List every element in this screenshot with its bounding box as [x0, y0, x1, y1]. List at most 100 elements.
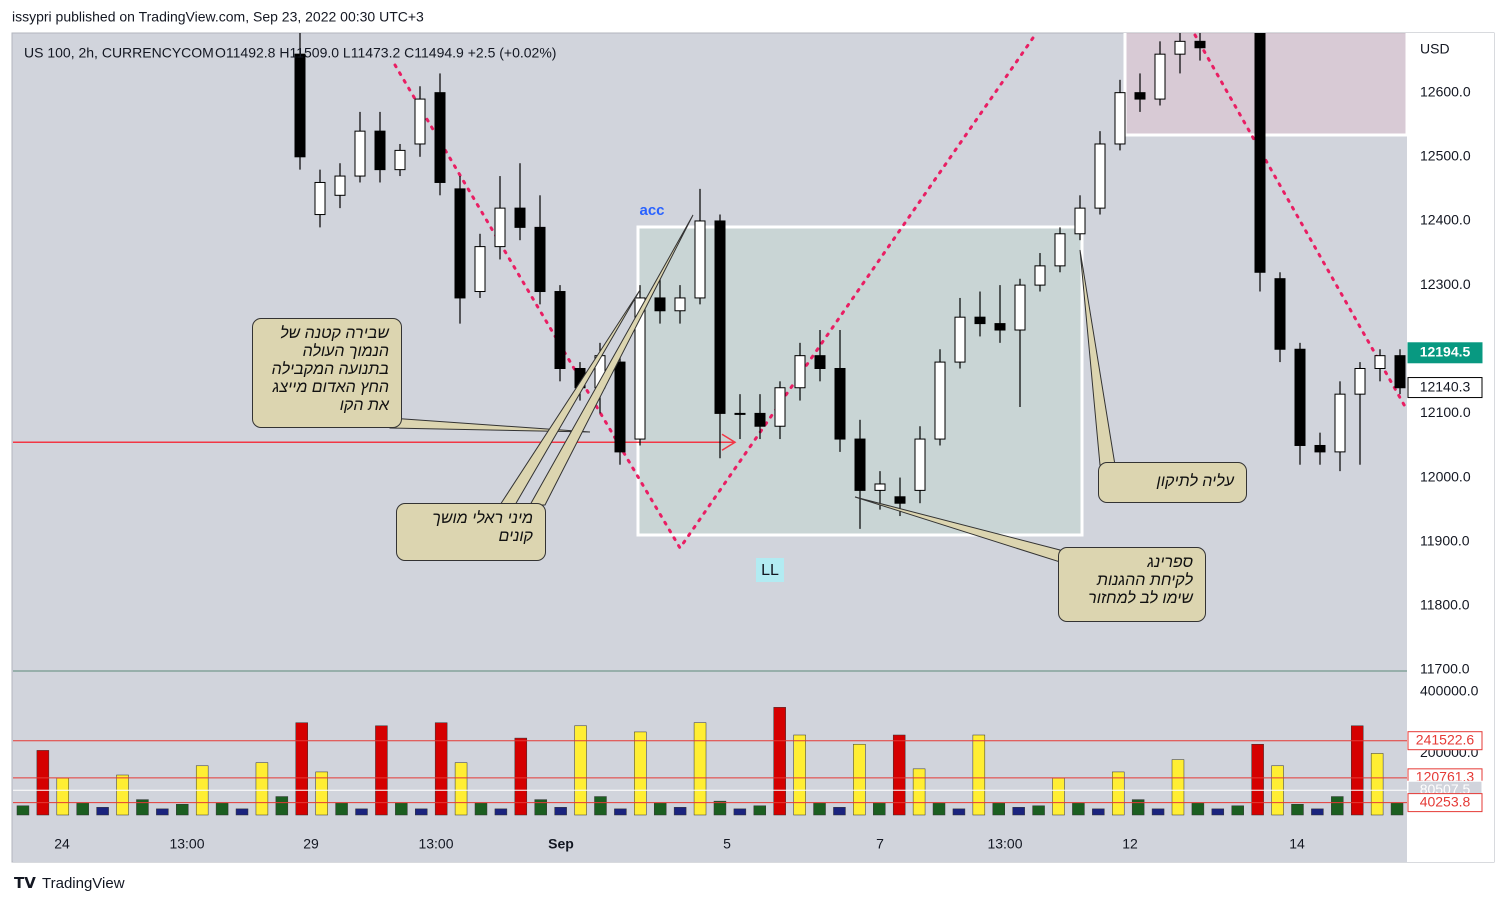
candle-body: [1054, 233, 1066, 267]
y-tick-label: 11900.0: [1420, 532, 1470, 548]
band-label: 120761.3: [1416, 769, 1475, 785]
callout-line: בתנועה המקבילה: [271, 361, 389, 378]
volume-bar: [494, 808, 508, 816]
candle-body: [1034, 265, 1046, 286]
candle-body: [1174, 40, 1186, 55]
volume-bar: [235, 808, 249, 816]
volume-bar: [136, 799, 149, 816]
time-axis: [13, 830, 1407, 862]
candle-body: [394, 149, 406, 171]
candle-body: [1114, 92, 1126, 145]
volume-bar: [1211, 808, 1225, 816]
volume-bar: [1072, 802, 1085, 816]
volume-bar: [275, 796, 289, 816]
volume-bar: [753, 805, 767, 816]
ll-label: LL: [761, 562, 779, 579]
candle-body: [714, 220, 726, 414]
volume-bar: [315, 771, 328, 816]
currency: USD: [1420, 41, 1450, 57]
candle-body: [454, 188, 466, 299]
callout-line: את הקו: [339, 397, 389, 414]
brand: TradingView: [42, 875, 125, 892]
zigzag: [1193, 33, 1407, 412]
callout-line: שבירה קטנה של: [280, 325, 389, 342]
volume-bar: [634, 731, 647, 816]
volume-bar: [1311, 808, 1324, 816]
volume-bar: [96, 807, 109, 816]
volume-bar: [295, 722, 308, 816]
candle-body: [814, 355, 826, 369]
volume-bar: [355, 808, 368, 816]
volume-bar: [335, 802, 348, 816]
candle-body: [914, 438, 926, 491]
volume-bar: [1171, 759, 1185, 816]
volume-bar: [653, 802, 667, 816]
x-tick-label: 5: [723, 836, 731, 852]
x-tick-label: 12: [1122, 836, 1138, 852]
volume-bar: [395, 802, 408, 816]
band-label: 80507.5: [1420, 781, 1471, 797]
volume-pane: [13, 707, 1407, 816]
volume-bar: [1092, 808, 1105, 816]
candle-body: [894, 496, 906, 504]
volume-bar: [1251, 743, 1264, 816]
volume-bar: [116, 774, 129, 816]
volume-bar: [1052, 777, 1065, 816]
callout-pointers: [389, 214, 1116, 563]
candle-body: [1274, 278, 1286, 350]
candle-body: [774, 387, 786, 427]
volume-bar: [434, 722, 448, 816]
range-box: [1123, 33, 1407, 137]
volume-bar: [1151, 808, 1165, 816]
volume-bar: [1350, 725, 1364, 816]
volume-bar: [713, 800, 727, 816]
candle-body: [1374, 355, 1386, 369]
volume-bar: [673, 807, 687, 816]
x-tick-label: 29: [303, 836, 319, 852]
callout: שבירה קטנה של הנמוך העולה בתנועה המקבילה הח…: [252, 318, 402, 428]
price-label-bg: [1407, 377, 1483, 399]
y-tick-label: 12300.0: [1420, 276, 1471, 292]
volume-bar: [16, 805, 30, 816]
candle-body: [1314, 444, 1326, 453]
y-tick-label: 12000.0: [1420, 468, 1471, 484]
candle-body: [494, 207, 506, 248]
candle-body: [874, 483, 886, 491]
y-tick-label: 12100.0: [1420, 404, 1471, 420]
candle-body: [314, 181, 326, 216]
volume-bar: [36, 750, 50, 816]
candle-body: [794, 355, 806, 389]
candle-body: [954, 316, 966, 363]
volume-bar: [554, 807, 567, 816]
x-tick-label: 13:00: [418, 836, 453, 852]
x-tick-label: 14: [1289, 836, 1305, 852]
candle-body: [994, 323, 1006, 331]
volume-bar: [1131, 799, 1145, 816]
candle-body: [1334, 393, 1346, 453]
candle-body: [674, 297, 686, 312]
volume-bar: [176, 803, 189, 816]
candle-body: [1094, 143, 1106, 209]
x-tick-label: 13:00: [987, 836, 1022, 852]
candle-body: [1294, 348, 1306, 446]
candle-body: [1134, 92, 1146, 100]
candle-body: [1194, 40, 1206, 49]
candle-body: [934, 361, 946, 440]
candle-body: [654, 297, 666, 312]
candle-body: [854, 438, 866, 491]
candle-body: [1154, 53, 1166, 100]
volume-bar: [793, 734, 806, 816]
price-label: 12194.5: [1420, 343, 1471, 359]
candle-body: [1014, 284, 1026, 331]
volume-bar: [972, 734, 986, 816]
volume-bar: [614, 808, 627, 816]
volume-bar: [1331, 796, 1344, 816]
volume-bar: [454, 762, 468, 816]
band-label: 40253.8: [1420, 793, 1471, 809]
candle-body: [1394, 355, 1406, 389]
x-tick-label: Sep: [548, 836, 574, 852]
volume-bar: [892, 734, 906, 816]
volume-bar: [415, 808, 428, 816]
band-label: 241522.6: [1416, 731, 1475, 747]
